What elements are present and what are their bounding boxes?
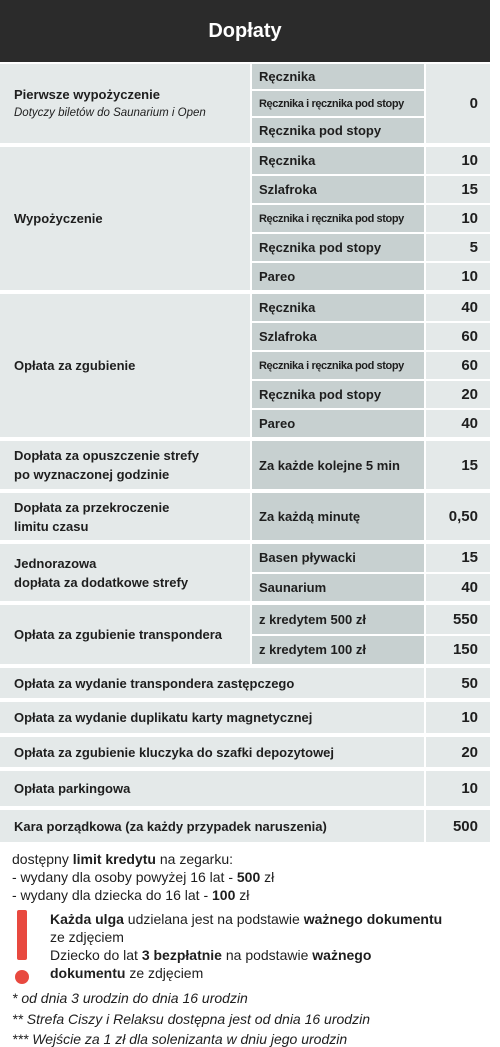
text: limit kredytu [72,851,156,867]
price: 60 [426,323,490,350]
label-line: Opłata za zgubienie [14,358,136,373]
row-label: Opłata parkingowa [0,771,424,806]
label-line: dopłata za dodatkowe strefy [14,574,189,590]
text: 3 bezpłatnie [141,947,222,963]
group-label: Opłata za zgubienie [0,294,250,437]
text: dostępny [12,851,73,867]
price: 15 [426,176,490,203]
item-label: Ręcznika pod stopy [252,118,424,143]
item-label: Basen pływacki [252,544,424,572]
text: na zegarku: [155,851,234,867]
notes: * od dnia 3 urodzin do dnia 16 urodzin *… [12,988,370,1047]
price: 20 [426,381,490,408]
price: 40 [426,573,490,601]
price: 10 [426,205,490,232]
text: ważnego dokumentu [303,911,443,927]
item-label: Za każdą minutę [252,493,424,540]
credit-line: - wydany dla dziecka do 16 lat - 100 zł [12,886,492,904]
text: zł [235,887,250,903]
item-label: Ręcznika pod stopy [252,381,424,408]
price: 10 [426,702,490,733]
item-label: Ręcznika i ręcznika pod stopy [252,205,424,232]
label-line: Dopłata za opuszczenie strefy [14,448,199,463]
row-label: Kara porządkowa (za każdy przypadek naru… [0,810,424,842]
row-label: Opłata za zgubienie kluczyka do szafki d… [0,737,424,767]
price: 20 [426,737,490,767]
group-label: Opłata za zgubienie transpondera [0,605,250,664]
row-label: Opłata za wydanie duplikatu karty magnet… [0,702,424,733]
text: - wydany dla osoby powyżej 16 lat - [12,869,237,885]
item-label: Za każde kolejne 5 min [252,441,424,489]
group-note: Dotyczy biletów do Saunarium i Open [14,106,206,119]
exclamation-icon [15,910,29,984]
item-label: z kredytem 500 zł [252,605,424,634]
note: *** Wejście za 1 zł dla solenizanta w dn… [12,1031,348,1047]
price: 0,50 [426,493,490,540]
price: 500 [426,810,490,842]
label-line: po wyznaczonej godzinie [14,467,170,482]
item-label: Ręcznika [252,294,424,321]
label-line: Pierwsze wypożyczenie [14,86,160,102]
price: 0 [426,64,490,143]
item-label: Ręcznika [252,64,424,89]
item-label: Ręcznika i ręcznika pod stopy [252,91,424,116]
group-label: Wypożyczenie [0,147,250,290]
text: Każda ulga [50,911,124,927]
text: udzielana jest na podstawie [123,911,304,927]
price: 5 [426,234,490,261]
label-line: Jednorazowa [14,555,97,571]
price: 60 [426,352,490,379]
credit-line: dostępny limit kredytu na zegarku: [12,850,492,868]
text: ważnego dokumentu [50,947,372,981]
item-label: Pareo [252,410,424,437]
label-line: limitu czasu [14,518,89,534]
item-label: Szlafroka [252,323,424,350]
group-label: Dopłata za przekroczenie limitu czasu [0,493,250,540]
item-label: Szlafroka [252,176,424,203]
group-label: Dopłata za opuszczenie strefy po wyznaczo… [0,441,250,489]
footer: dostępny limit kredytu na zegarku: - wyd… [12,850,492,1047]
price: 150 [426,635,490,664]
note: ** Strefa Ciszy i Relaksu dostępna jest … [12,1010,370,1027]
price: 15 [426,441,490,489]
item-label: Ręcznika pod stopy [252,234,424,261]
item-label: Ręcznika i ręcznika pod stopy [252,352,424,379]
header-title: Dopłaty [0,0,490,62]
label-line: Dopłata za przekroczenie [14,499,170,515]
price: 10 [426,263,490,290]
group-label: Pierwsze wypożyczenie Dotyczy biletów do … [0,64,250,143]
text: 100 [212,887,236,903]
price: 40 [426,294,490,321]
label-line: Wypożyczenie [14,211,103,226]
item-label: Ręcznika [252,147,424,174]
price: 550 [426,605,490,634]
price: 10 [426,147,490,174]
alerts: Każda ulga udzielana jest na podstawie w… [50,910,450,982]
group-label: Jednorazowa dopłata za dodatkowe strefy [0,544,250,601]
alert: Każda ulga udzielana jest na podstawie w… [50,910,450,946]
text: 500 [236,869,261,885]
price: 40 [426,410,490,437]
text: Dziecko do lat [50,947,142,963]
alert: Dziecko do lat 3 bezpłatnie na podstawie… [50,946,450,982]
note: * od dnia 3 urodzin do dnia 16 urodzin [12,990,248,1006]
text: ze zdjęciem [125,965,204,981]
text: na podstawie [221,947,313,963]
credit-line: - wydany dla osoby powyżej 16 lat - 500 … [12,868,492,886]
item-label: Saunarium [252,573,424,601]
text: ze zdjęciem [50,929,124,945]
item-label: Pareo [252,263,424,290]
item-label: z kredytem 100 zł [252,635,424,664]
price: 10 [426,771,490,806]
price: 50 [426,668,490,698]
text: - wydany dla dziecka do 16 lat - [12,887,212,903]
label-line: Opłata za zgubienie transpondera [14,627,223,642]
text: zł [260,869,275,885]
price: 15 [426,544,490,572]
row-label: Opłata za wydanie transpondera zastępcze… [0,668,424,698]
